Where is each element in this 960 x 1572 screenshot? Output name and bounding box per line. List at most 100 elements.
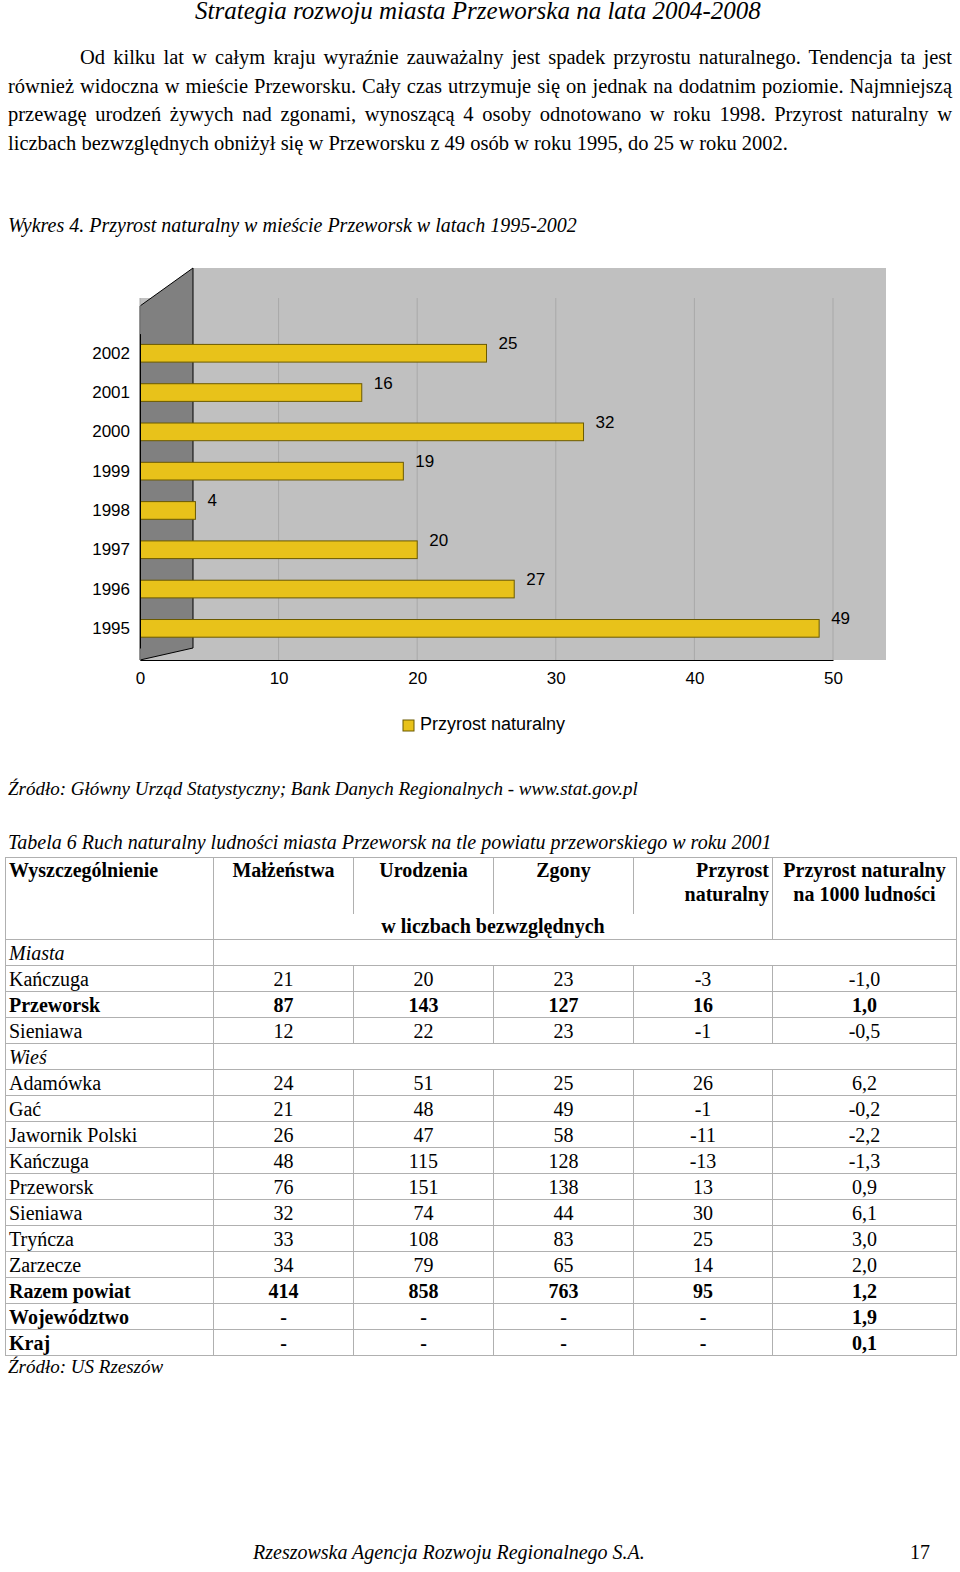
data-label: 27 [526, 570, 545, 589]
x-tick: 40 [685, 660, 704, 688]
header-cell: Małżeństwa [214, 858, 354, 915]
cell: 0,1 [773, 1330, 957, 1356]
cell: 1,2 [773, 1278, 957, 1304]
cell: 26 [634, 1070, 773, 1096]
x-tick-label: 0 [136, 669, 145, 688]
y-axis: 19951996199719981999200020012002 [92, 334, 140, 648]
y-tick: 2000 [92, 422, 140, 441]
cell: - [634, 1330, 773, 1356]
table-row: Wieś [6, 1044, 957, 1070]
section-cell: Wieś [6, 1044, 214, 1070]
bar [140, 462, 403, 480]
legend-label: Przyrost naturalny [420, 714, 565, 734]
x-tick-label: 20 [408, 669, 427, 688]
cell: 138 [494, 1174, 634, 1200]
cell: 763 [494, 1278, 634, 1304]
table-row: Sieniawa122223-1-0,5 [6, 1018, 957, 1044]
data-label: 25 [499, 334, 518, 353]
x-tick: 10 [270, 660, 289, 688]
table-row: Województwo----1,9 [6, 1304, 957, 1330]
legend: Przyrost naturalny [403, 714, 565, 734]
header-cell: Zgony [494, 858, 634, 915]
cell: 30 [634, 1200, 773, 1226]
cell: 24 [214, 1070, 354, 1096]
data-label: 20 [429, 531, 448, 550]
row-label: Kańczuga [6, 966, 214, 992]
bar [140, 344, 487, 362]
cell: 79 [354, 1252, 494, 1278]
cell: -0,5 [773, 1018, 957, 1044]
cell: 115 [354, 1148, 494, 1174]
x-axis-line [141, 660, 834, 661]
y-tick: 1999 [92, 462, 140, 481]
cell: 25 [494, 1070, 634, 1096]
data-label: 49 [831, 609, 850, 628]
table-row: Tryńcza3310883253,0 [6, 1226, 957, 1252]
bars [140, 344, 819, 637]
grid-line [555, 298, 556, 660]
x-tick-label: 10 [270, 669, 289, 688]
row-label: Województwo [6, 1304, 214, 1330]
y-tick: 1998 [92, 501, 140, 520]
cell: 1,0 [773, 992, 957, 1018]
data-label: 4 [207, 491, 216, 510]
table-source: Źródło: US Rzeszów [8, 1356, 163, 1378]
y-tick-label: 2000 [92, 422, 130, 441]
y-tick-label: 1996 [92, 579, 130, 598]
cell: 21 [214, 966, 354, 992]
plot-area [140, 298, 886, 660]
data-labels: 492720419321625 [207, 334, 850, 628]
table-row: Kańczuga212023-3-1,0 [6, 966, 957, 992]
cell: 151 [354, 1174, 494, 1200]
cell: - [354, 1330, 494, 1356]
chart-source: Źródło: Główny Urząd Statystyczny; Bank … [8, 778, 638, 800]
grid-line [694, 298, 695, 660]
cell: 95 [634, 1278, 773, 1304]
cell: 2,0 [773, 1252, 957, 1278]
cell: 1,9 [773, 1304, 957, 1330]
legend-swatch [403, 720, 414, 731]
y-tick-label: 1995 [92, 619, 130, 638]
row-label: Przeworsk [6, 992, 214, 1018]
cell: 48 [354, 1096, 494, 1122]
x-tick-label: 50 [824, 669, 843, 688]
cell: 12 [214, 1018, 354, 1044]
header-cell: Przyrost naturalny [634, 858, 773, 915]
table-row: Zarzecze347965142,0 [6, 1252, 957, 1278]
row-label: Zarzecze [6, 1252, 214, 1278]
cell: 13 [634, 1174, 773, 1200]
cell: 74 [354, 1200, 494, 1226]
cell: 0,9 [773, 1174, 957, 1200]
bar [140, 502, 195, 520]
cell: 51 [354, 1070, 494, 1096]
cell: - [214, 1330, 354, 1356]
cell: 48 [214, 1148, 354, 1174]
row-label: Adamówka [6, 1070, 214, 1096]
cell: - [354, 1304, 494, 1330]
cell: 87 [214, 992, 354, 1018]
cell: 44 [494, 1200, 634, 1226]
x-tick: 20 [408, 660, 427, 688]
cell: 47 [354, 1122, 494, 1148]
cell: 23 [494, 966, 634, 992]
cell: 6,1 [773, 1200, 957, 1226]
cell: - [634, 1304, 773, 1330]
table-row: Przeworsk87143127161,0 [6, 992, 957, 1018]
table-row: Jawornik Polski264758-11-2,2 [6, 1122, 957, 1148]
cell: 128 [494, 1148, 634, 1174]
grid [140, 298, 833, 660]
cell: -11 [634, 1122, 773, 1148]
grid-line [140, 298, 141, 660]
cell: 143 [354, 992, 494, 1018]
footer: Rzeszowska Agencja Rozwoju Regionalnego … [253, 1541, 645, 1564]
paragraph: Od kilku lat w całym kraju wyraźnie zauw… [8, 43, 952, 157]
cell: -1 [634, 1096, 773, 1122]
x-tick: 50 [824, 660, 843, 688]
data-label: 32 [596, 413, 615, 432]
row-label: Jawornik Polski [6, 1122, 214, 1148]
y-tick-label: 2002 [92, 344, 130, 363]
cell: 34 [214, 1252, 354, 1278]
y-tick-label: 2001 [92, 383, 130, 402]
cell: 20 [354, 966, 494, 992]
table-row: Gać214849-1-0,2 [6, 1096, 957, 1122]
